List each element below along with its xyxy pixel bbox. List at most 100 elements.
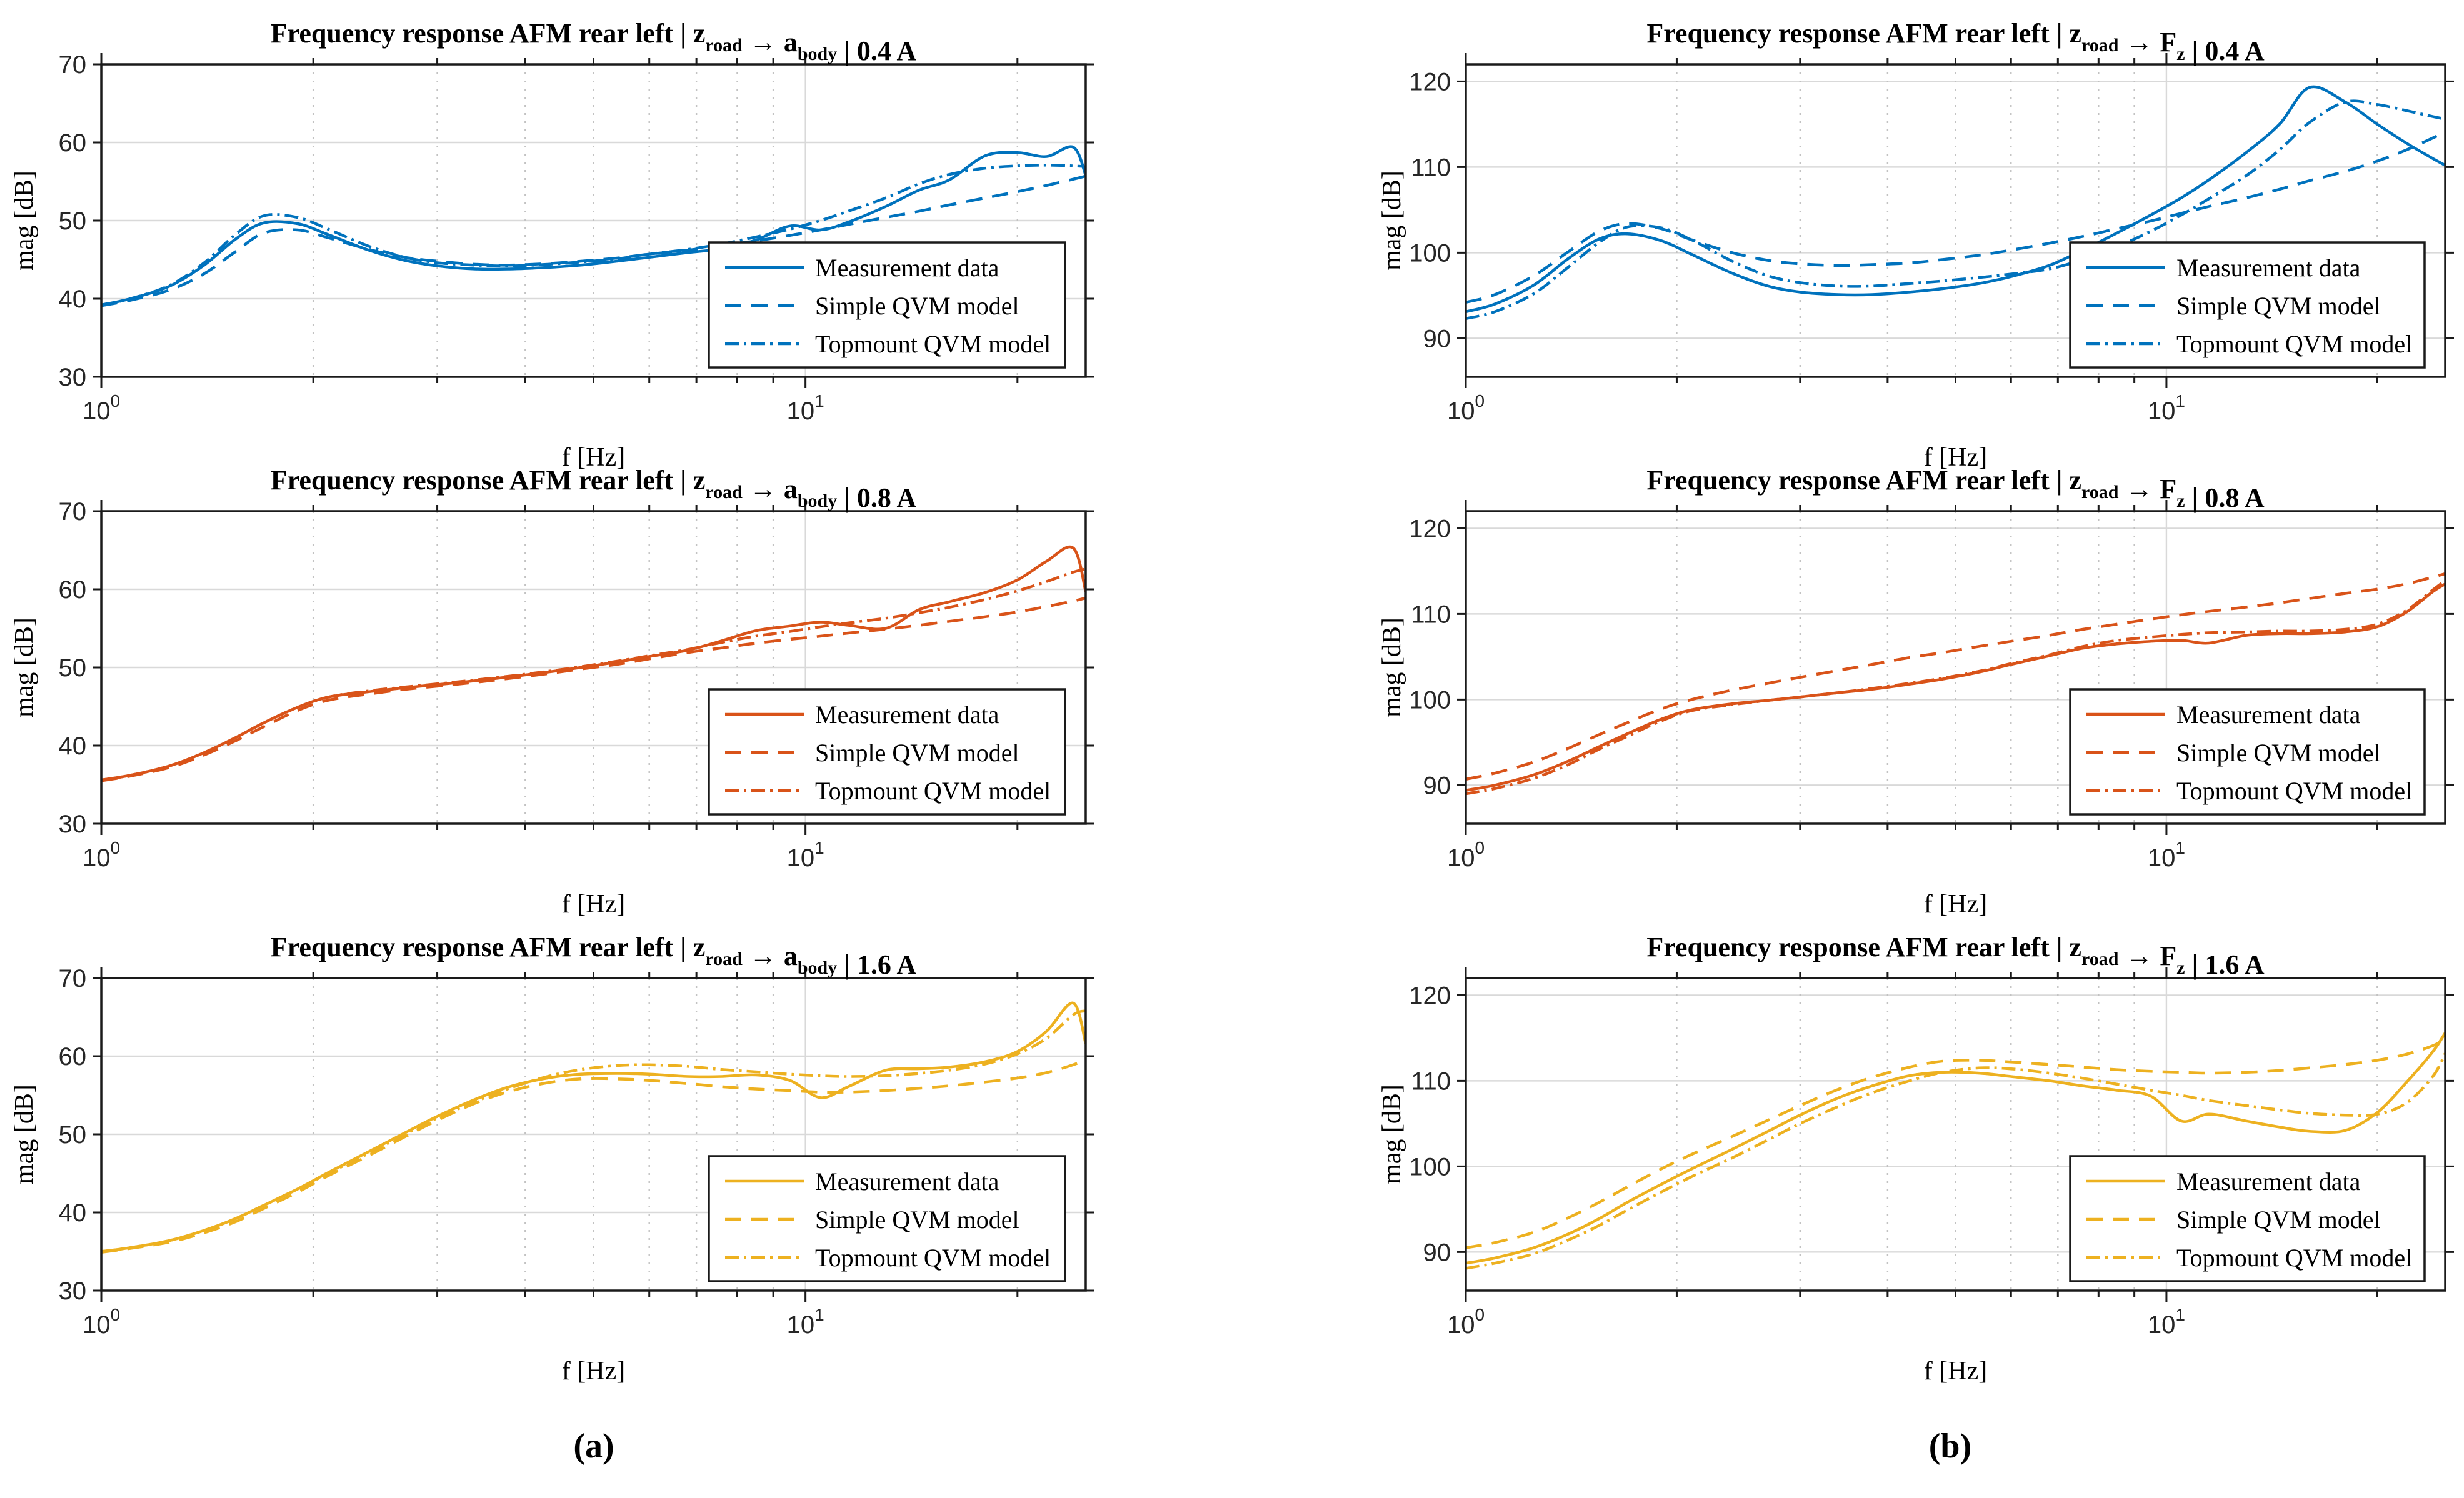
series-dashdot [1466,579,2445,796]
y-tick-label: 30 [59,811,87,838]
y-axis-label: mag [dB] [1378,617,1406,717]
y-tick-label: 90 [1423,325,1451,352]
series-dashed [1466,131,2445,304]
x-tick-label: 101 [2148,1305,2185,1339]
plot-title: Frequency response AFM rear left | zroad… [271,465,917,513]
legend-label: Measurement data [815,254,999,282]
x-tick-label: 101 [787,391,824,425]
axis-ticks [93,967,1094,1302]
series-curves [101,145,1086,307]
y-tick-label: 120 [1409,515,1451,542]
x-tick-label: 101 [2148,838,2185,872]
legend: Measurement data Simple QVM model Topmount… [2069,688,2426,816]
caption-a: (a) [573,1427,614,1466]
legend-label: Measurement data [815,1167,999,1196]
legend-label: Topmount QVM model [815,330,1051,358]
plot-title: Frequency response AFM rear left | zroad… [1646,932,2265,980]
x-tick-label: 101 [787,1305,824,1339]
y-tick-label: 40 [59,732,87,760]
y-tick-label: 50 [59,207,87,235]
legend-label: Simple QVM model [815,1206,1019,1234]
x-tick-label: 100 [83,391,120,425]
y-tick-label: 40 [59,286,87,313]
series-solid [101,145,1086,307]
y-tick-label: 110 [1411,1067,1451,1095]
y-tick-label: 60 [59,576,87,604]
y-tick-label: 40 [59,1199,87,1227]
y-tick-label: 50 [59,654,87,682]
x-axis-label: f [Hz] [1924,1357,1987,1386]
y-tick-label: 30 [59,1277,87,1305]
series-dashed [1466,1037,2445,1249]
legend: Measurement data Simple QVM model Topmount… [708,241,1066,369]
legend-label: Simple QVM model [2176,292,2381,320]
plot-title: Frequency response AFM rear left | zroad… [1646,18,2265,66]
plot-a-0.8A: 30 40 50 60 70 100 101 f [Hz] mag [dB] Frequency … [10,465,1094,919]
y-tick-label: 90 [1423,772,1451,799]
plot-b-0.8A: 90 100 110 120 100 101 f [Hz] mag [dB] Frequency… [1378,465,2454,919]
legend: Measurement data Simple QVM model Topmount… [708,688,1066,816]
y-tick-label: 50 [59,1121,87,1149]
plot-title: Frequency response AFM rear left | zroad… [1646,465,2265,513]
x-tick-label: 101 [787,838,824,872]
y-axis-label: mag [dB] [10,171,39,271]
x-axis-label: f [Hz] [562,443,625,472]
y-axis-label: mag [dB] [10,617,39,717]
plot-b-0.4A: 90 100 110 120 100 101 f [Hz] mag [dB] Frequency… [1378,18,2454,472]
y-tick-label: 100 [1409,239,1451,267]
x-axis-label: f [Hz] [1924,443,1987,472]
x-tick-label: 100 [1447,838,1485,872]
x-tick-label: 101 [2148,391,2185,425]
y-tick-label: 30 [59,364,87,391]
x-axis-label: f [Hz] [562,1357,625,1386]
series-dashed [101,1057,1086,1254]
y-axis-label: mag [dB] [1378,171,1406,271]
legend-box [2069,241,2426,369]
y-tick-label: 70 [59,965,87,992]
legend-box [2069,1155,2426,1282]
plot-title: Frequency response AFM rear left | zroad… [271,18,917,66]
series-dashdot [101,567,1086,782]
series-curves [1466,85,2445,321]
legend-label: Simple QVM model [2176,1206,2381,1234]
series-curves [101,545,1086,782]
plot-a-1.6A: 30 40 50 60 70 100 101 f [Hz] mag [dB] Frequency … [10,932,1094,1386]
legend-box [708,1155,1066,1282]
y-tick-label: 120 [1409,982,1451,1009]
series-curves [101,1001,1086,1254]
y-tick-label: 60 [59,1043,87,1071]
x-tick-label: 100 [1447,1305,1485,1339]
axis-ticks [1457,500,2454,835]
plot-b-1.6A: 90 100 110 120 100 101 f [Hz] mag [dB] Frequency… [1378,932,2454,1386]
series-solid [1466,85,2445,314]
x-tick-label: 100 [83,838,120,872]
legend-box [2069,688,2426,816]
legend-label: Measurement data [2176,254,2361,282]
y-axis-label: mag [dB] [1378,1084,1406,1184]
series-dashdot [1466,99,2445,321]
x-tick-label: 100 [1447,391,1485,425]
series-dashdot [101,164,1086,307]
x-tick-label: 100 [83,1305,120,1339]
plot-a-0.4A: 30 40 50 60 70 100 101 f [Hz] mag [dB] Frequency … [10,18,1094,472]
plot-title: Frequency response AFM rear left | zroad… [271,932,917,980]
legend: Measurement data Simple QVM model Topmount… [708,1155,1066,1282]
legend-label: Simple QVM model [815,292,1019,320]
x-axis-label: f [Hz] [1924,890,1987,919]
axis-ticks [93,500,1094,835]
y-tick-label: 60 [59,129,87,157]
gridlines [101,978,1086,1291]
y-tick-label: 110 [1411,601,1451,628]
legend: Measurement data Simple QVM model Topmount… [2069,241,2426,369]
legend-label: Measurement data [2176,701,2361,729]
x-axis-label: f [Hz] [562,890,625,919]
y-tick-label: 110 [1411,154,1451,181]
series-curves [1466,1032,2445,1270]
series-curves [1466,572,2445,796]
y-axis-label: mag [dB] [10,1084,39,1184]
series-dashdot [101,1009,1086,1253]
series-dashed [1466,572,2445,781]
axis-ticks [1457,53,2454,388]
series-dashed [101,596,1086,782]
